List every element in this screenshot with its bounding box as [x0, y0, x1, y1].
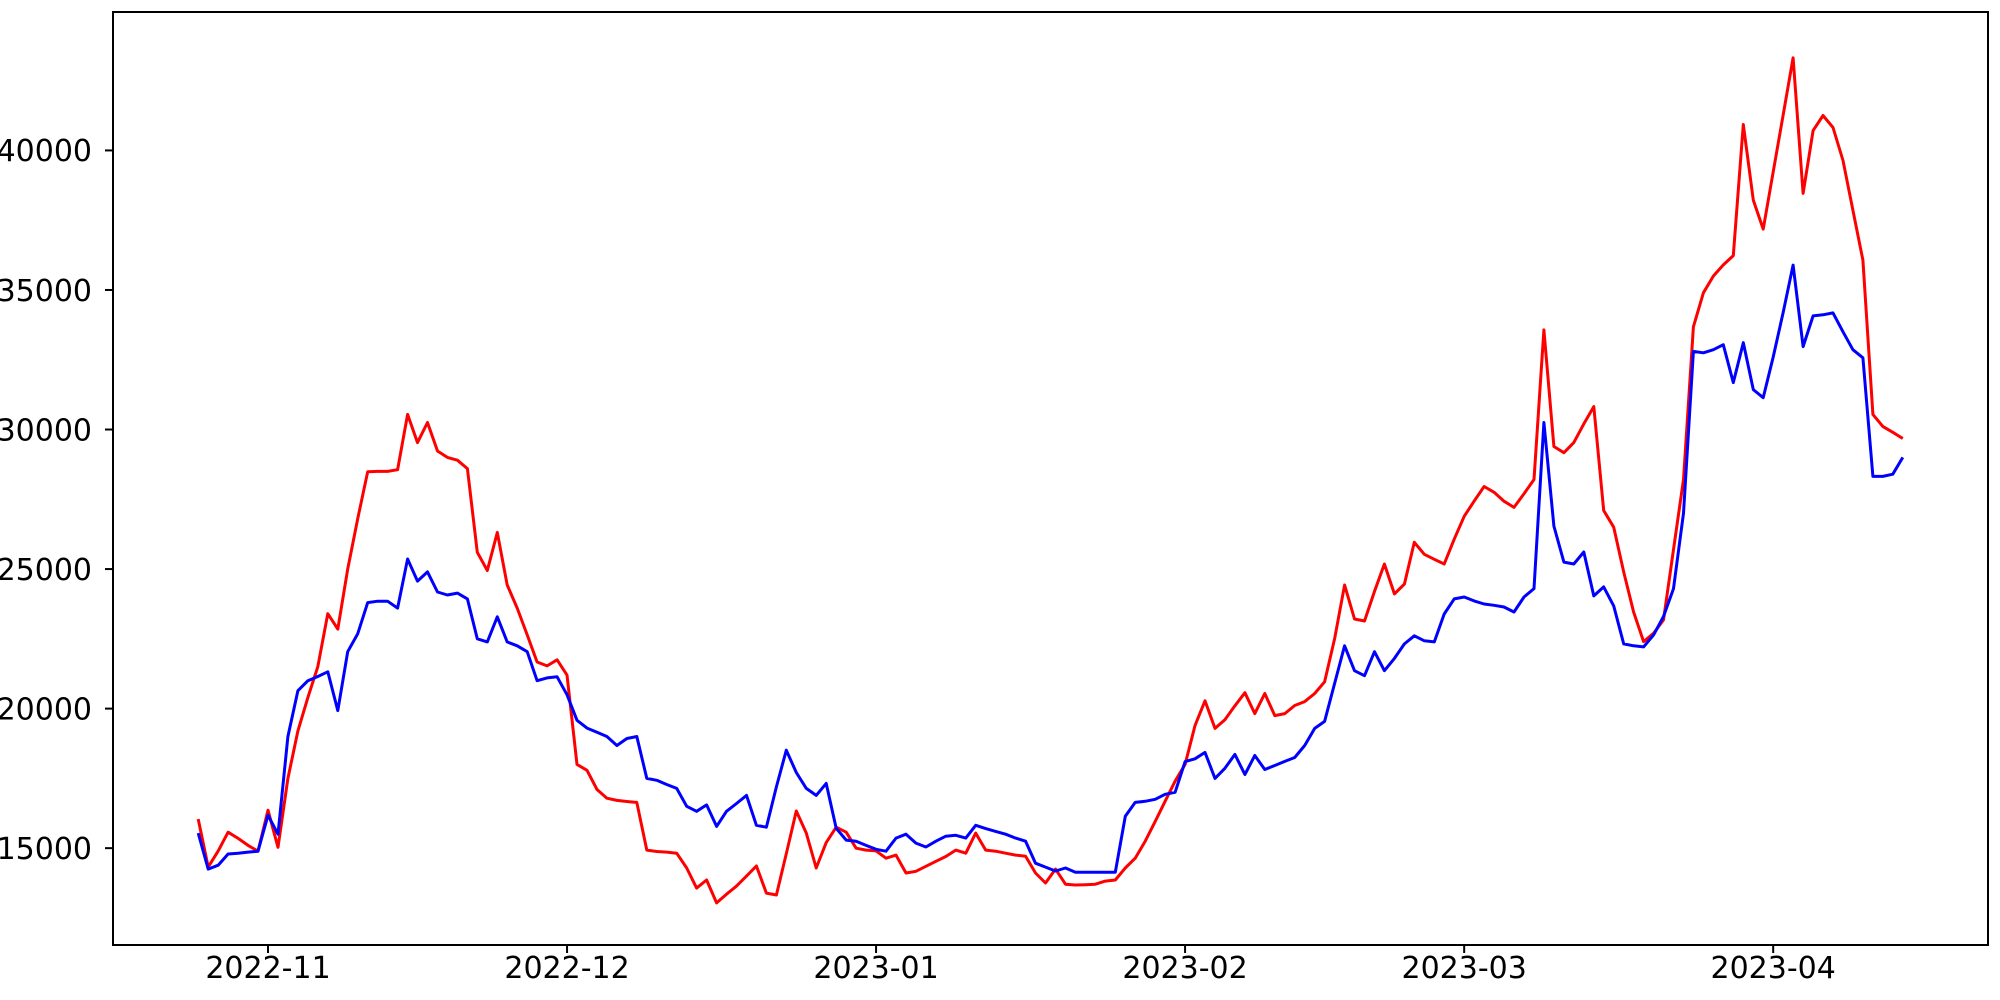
plot-border [112, 11, 1989, 946]
y-tick-label: 35000 [0, 274, 92, 309]
x-tick-label: 2022-11 [205, 951, 330, 986]
y-tick-label: 40000 [0, 134, 92, 169]
y-tick-label: 30000 [0, 413, 92, 448]
x-tick-label: 2023-02 [1122, 951, 1247, 986]
x-tick-label: 2023-01 [813, 951, 938, 986]
y-tick-label: 15000 [0, 832, 92, 867]
red-series-line [196, 56, 1904, 905]
x-tick-label: 2022-12 [504, 951, 629, 986]
blue-series-line [196, 263, 1905, 874]
y-tick-label: 20000 [0, 692, 92, 727]
x-tick-label: 2023-04 [1711, 951, 1836, 986]
x-tick-label: 2023-03 [1401, 951, 1526, 986]
y-tick-label: 25000 [0, 553, 92, 588]
